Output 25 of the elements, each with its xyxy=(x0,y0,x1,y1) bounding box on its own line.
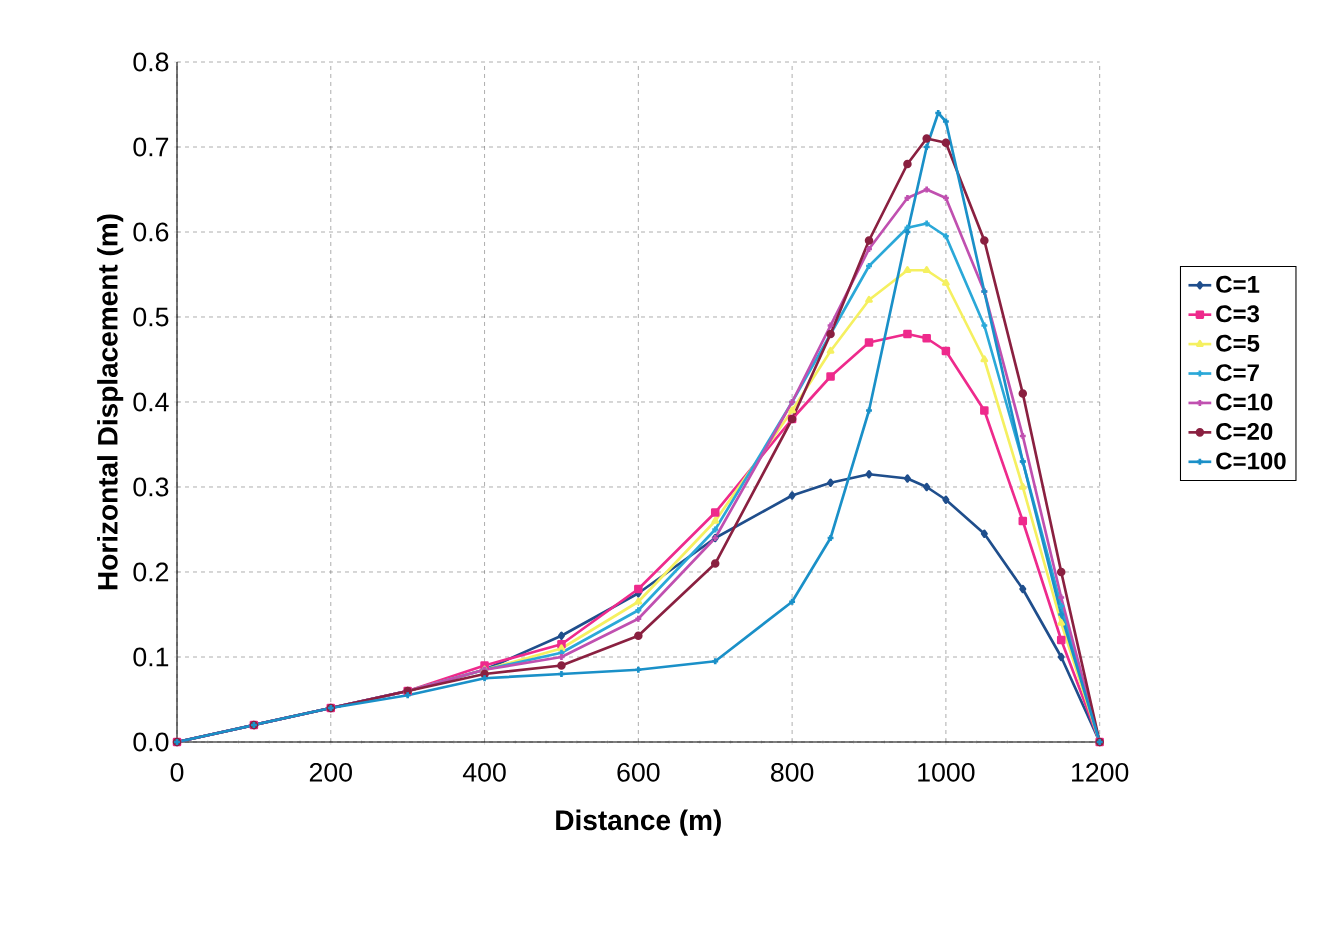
y-tick-label: 0.5 xyxy=(133,307,169,327)
x-tick-label: 0 xyxy=(170,762,184,782)
legend-label: C=3 xyxy=(1216,305,1260,323)
legend-label: C=5 xyxy=(1216,334,1260,352)
y-axis-title: Horizontal Displacement (m) xyxy=(97,214,124,590)
x-axis-title: Distance (m) xyxy=(556,809,721,836)
y-tick-label: 0.2 xyxy=(133,562,169,582)
x-tick-label: 400 xyxy=(462,762,506,782)
y-tick-label: 0.7 xyxy=(133,137,169,157)
y-tick-label: 0.4 xyxy=(133,392,169,412)
legend-label: C=20 xyxy=(1216,422,1273,440)
y-tick-label: 0.6 xyxy=(133,222,169,242)
x-tick-label: 1200 xyxy=(1072,762,1129,782)
y-tick-label: 0.8 xyxy=(133,52,169,72)
y-tick-label: 0.3 xyxy=(133,477,169,497)
x-tick-label: 800 xyxy=(771,762,814,782)
x-tick-label: 200 xyxy=(309,762,352,782)
legend-label: C=1 xyxy=(1216,275,1260,293)
y-tick-label: 0.0 xyxy=(133,732,169,752)
x-tick-label: 600 xyxy=(617,762,660,782)
legend-label: C=7 xyxy=(1216,364,1259,382)
legend-label: C=10 xyxy=(1216,393,1273,411)
y-tick-label: 0.1 xyxy=(133,647,169,667)
legend-label: C=100 xyxy=(1216,452,1286,470)
x-tick-label: 1000 xyxy=(918,762,975,782)
